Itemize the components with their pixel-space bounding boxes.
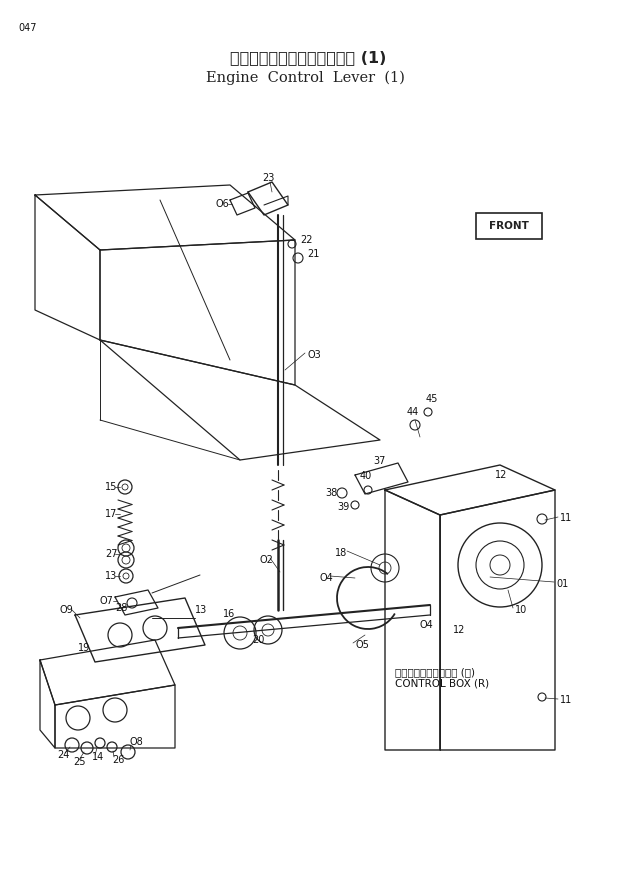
Text: 13: 13 bbox=[105, 571, 117, 581]
Text: 25: 25 bbox=[73, 757, 86, 767]
Text: O7: O7 bbox=[99, 596, 113, 606]
Text: 10: 10 bbox=[515, 605, 527, 615]
Text: Engine  Control  Lever  (1): Engine Control Lever (1) bbox=[206, 71, 404, 85]
Text: O4: O4 bbox=[320, 573, 334, 583]
Text: O6: O6 bbox=[215, 199, 229, 209]
Text: 19: 19 bbox=[78, 643, 91, 653]
Text: CONTROL BOX (R): CONTROL BOX (R) bbox=[395, 679, 489, 689]
Text: 26: 26 bbox=[112, 755, 125, 765]
Text: 27: 27 bbox=[105, 549, 118, 559]
Text: 15: 15 bbox=[105, 482, 117, 492]
Text: 23: 23 bbox=[262, 173, 275, 183]
FancyBboxPatch shape bbox=[476, 213, 542, 239]
Text: コントロールボックス (右): コントロールボックス (右) bbox=[395, 667, 475, 677]
Text: 01: 01 bbox=[556, 579, 569, 589]
Text: 14: 14 bbox=[92, 752, 104, 762]
Text: 047: 047 bbox=[18, 23, 37, 33]
Text: 28: 28 bbox=[115, 603, 127, 613]
Text: エンジンコントロールレバー (1): エンジンコントロールレバー (1) bbox=[230, 51, 386, 66]
Text: 12: 12 bbox=[495, 470, 507, 480]
Text: O4: O4 bbox=[420, 620, 434, 630]
Text: 39: 39 bbox=[337, 502, 349, 512]
Text: O2: O2 bbox=[260, 555, 274, 565]
Text: 22: 22 bbox=[300, 235, 312, 245]
Text: 13: 13 bbox=[195, 605, 207, 615]
Text: FRONT: FRONT bbox=[489, 221, 529, 231]
Text: 45: 45 bbox=[426, 394, 438, 404]
Text: 17: 17 bbox=[105, 509, 117, 519]
Text: O9: O9 bbox=[60, 605, 74, 615]
Text: 40: 40 bbox=[360, 471, 372, 481]
Text: 24: 24 bbox=[57, 750, 69, 760]
Text: 21: 21 bbox=[307, 249, 319, 259]
Text: 16: 16 bbox=[223, 609, 235, 619]
Text: 38: 38 bbox=[325, 488, 337, 498]
Text: O5: O5 bbox=[355, 640, 369, 650]
Text: 18: 18 bbox=[335, 548, 347, 558]
Text: O8: O8 bbox=[130, 737, 144, 747]
Text: 20: 20 bbox=[252, 635, 264, 645]
Text: O3: O3 bbox=[307, 350, 321, 360]
Text: 11: 11 bbox=[560, 695, 572, 705]
Text: 37: 37 bbox=[373, 456, 386, 466]
Text: 44: 44 bbox=[407, 407, 419, 417]
Text: 11: 11 bbox=[560, 513, 572, 523]
Text: 12: 12 bbox=[453, 625, 466, 635]
